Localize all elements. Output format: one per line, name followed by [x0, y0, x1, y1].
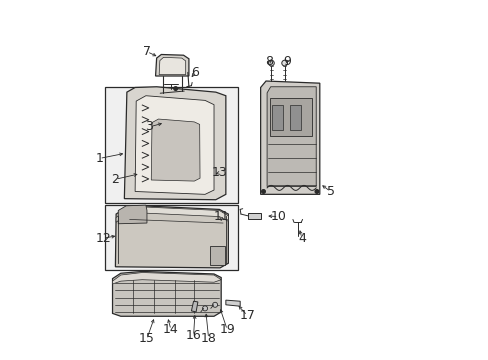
Text: 17: 17	[239, 309, 255, 322]
Text: 4: 4	[297, 231, 305, 244]
Polygon shape	[191, 301, 198, 312]
Polygon shape	[112, 273, 221, 284]
Polygon shape	[115, 206, 228, 268]
Bar	[210, 246, 225, 265]
Text: 12: 12	[96, 231, 111, 244]
Text: 10: 10	[270, 210, 286, 223]
Circle shape	[281, 60, 287, 66]
Text: 5: 5	[326, 185, 334, 198]
Text: 1: 1	[95, 152, 103, 165]
Circle shape	[202, 306, 207, 311]
Bar	[289, 104, 300, 130]
Text: 7: 7	[142, 45, 151, 58]
Polygon shape	[225, 300, 240, 306]
Circle shape	[261, 190, 265, 193]
Polygon shape	[124, 87, 225, 200]
Polygon shape	[159, 57, 185, 75]
Bar	[269, 98, 311, 136]
Polygon shape	[112, 271, 221, 316]
Text: 13: 13	[211, 166, 227, 179]
Text: 3: 3	[145, 121, 153, 134]
Polygon shape	[116, 207, 228, 222]
Polygon shape	[260, 81, 319, 194]
Polygon shape	[247, 213, 260, 219]
Bar	[105, 205, 238, 270]
Circle shape	[174, 87, 177, 90]
Text: 14: 14	[163, 323, 179, 336]
Text: 8: 8	[265, 55, 273, 68]
Bar	[105, 87, 238, 203]
Polygon shape	[266, 87, 316, 186]
Text: 18: 18	[200, 332, 216, 345]
Circle shape	[212, 302, 217, 307]
Text: 19: 19	[219, 323, 235, 336]
Text: 9: 9	[283, 55, 291, 68]
Bar	[271, 104, 282, 130]
Text: 2: 2	[111, 173, 119, 186]
Text: 6: 6	[191, 66, 199, 79]
Polygon shape	[135, 96, 214, 194]
Text: 11: 11	[213, 210, 228, 223]
Polygon shape	[155, 54, 188, 76]
Circle shape	[268, 60, 274, 66]
Polygon shape	[151, 119, 200, 181]
Text: 15: 15	[139, 332, 155, 345]
Circle shape	[314, 190, 318, 193]
Text: 16: 16	[185, 329, 201, 342]
Polygon shape	[118, 205, 147, 224]
